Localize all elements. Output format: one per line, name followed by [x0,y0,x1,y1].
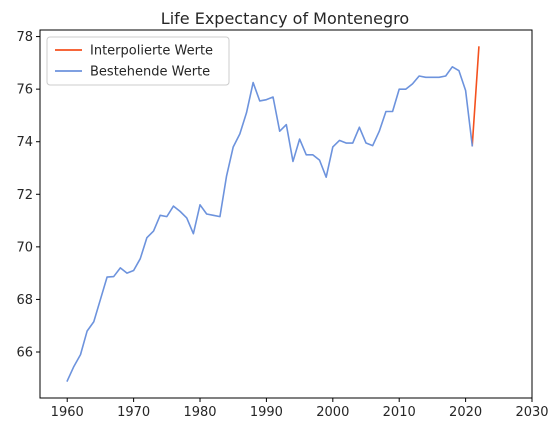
legend-label: Bestehende Werte [90,65,210,80]
x-tick-label: 2030 [515,405,548,420]
y-axis: 66 68 70 72 74 76 78 [16,30,40,361]
y-tick-label: 78 [16,30,33,45]
axes-frame [39,29,533,399]
x-tick-label: 1960 [51,405,84,420]
x-tick-label: 2000 [316,405,349,420]
legend-label: Interpolierte Werte [90,44,213,59]
y-tick-label: 76 [16,83,33,98]
x-tick-label: 1990 [250,405,283,420]
x-tick-label: 2010 [383,405,416,420]
series-line-existing [66,66,474,382]
chart-title: Life Expectancy of Montenegro [161,9,409,28]
x-axis: 1960 1970 1980 1990 2000 2010 2020 2030 [51,398,549,420]
x-tick-label: 1980 [183,405,216,420]
legend-box [46,36,230,86]
series-layer [66,46,480,382]
series-line-interpolated [471,46,480,147]
x-tick-label: 1970 [117,405,150,420]
x-tick-label: 2020 [449,405,482,420]
y-tick-label: 66 [16,346,33,361]
y-tick-label: 74 [16,135,33,150]
y-tick-label: 70 [16,240,33,255]
legend: Interpolierte Werte Bestehende Werte [46,36,230,86]
y-tick-label: 72 [16,188,33,203]
y-tick-label: 68 [16,293,33,308]
